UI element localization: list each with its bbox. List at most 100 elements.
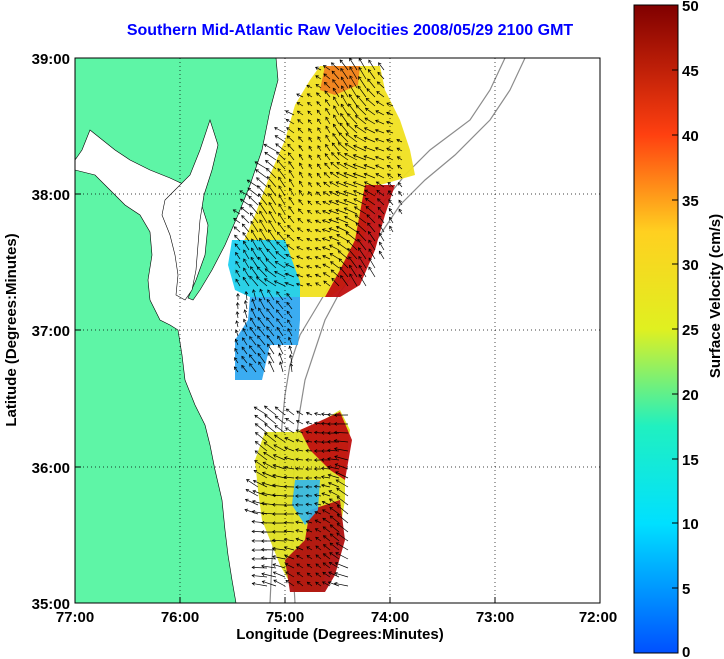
velocity-arrow	[368, 69, 376, 80]
velocity-arrow	[268, 220, 277, 233]
colorbar-tick-label: 40	[682, 128, 699, 145]
velocity-arrow	[289, 354, 293, 364]
velocity-arrow	[335, 200, 349, 206]
velocity-arrow-head	[313, 475, 318, 480]
velocity-arrow-head	[335, 190, 339, 195]
velocity-arrow-head	[296, 102, 301, 106]
velocity-arrow-head	[364, 107, 369, 112]
velocity-arrow	[354, 135, 367, 143]
velocity-arrow-head	[276, 231, 281, 236]
velocity-arrow	[234, 234, 241, 242]
velocity-arrow	[349, 75, 358, 89]
velocity-arrow-head	[235, 311, 240, 315]
velocity-arrow	[241, 356, 248, 364]
velocity-arrow-head	[349, 273, 353, 277]
velocity-arrow	[255, 441, 268, 452]
velocity-arrow	[397, 156, 403, 161]
velocity-arrow-head	[308, 172, 312, 177]
velocity-arrow	[288, 206, 295, 215]
colorbar	[633, 4, 679, 654]
velocity-arrow	[388, 190, 394, 197]
velocity-arrow-head	[314, 219, 319, 224]
velocity-arrow	[285, 571, 295, 578]
velocity-arrow	[337, 514, 349, 524]
colorbar-tick-label: 35	[682, 193, 699, 210]
velocity-arrow	[275, 251, 286, 260]
velocity-arrow-head	[315, 545, 319, 549]
velocity-arrow-head	[322, 553, 327, 557]
velocity-arrow-head	[322, 210, 326, 214]
velocity-arrow	[243, 258, 250, 269]
velocity-arrow-head	[376, 189, 380, 194]
velocity-arrow-head	[263, 405, 268, 410]
velocity-arrow-head	[306, 274, 310, 278]
velocity-arrow	[285, 427, 295, 434]
velocity-arrow-head	[386, 111, 390, 116]
velocity-arrow-head	[274, 135, 279, 139]
velocity-arrow	[336, 217, 349, 224]
velocity-arrow-head	[336, 487, 340, 492]
velocity-arrow	[279, 361, 284, 373]
velocity-arrow-head	[313, 484, 318, 489]
velocity-arrow	[340, 275, 349, 287]
velocity-arrow-head	[268, 229, 272, 233]
velocity-arrow-head	[368, 59, 372, 64]
velocity-arrow	[272, 494, 286, 497]
land-mainland-north	[74, 57, 279, 301]
velocity-arrow-head	[272, 463, 277, 468]
velocity-arrow-head	[251, 499, 256, 504]
velocity-arrow-head	[278, 212, 282, 217]
velocity-arrow	[298, 199, 304, 206]
velocity-arrow	[306, 274, 313, 278]
velocity-arrow-head	[287, 319, 291, 323]
velocity-arrow	[254, 415, 268, 425]
velocity-arrow-head	[346, 239, 350, 244]
velocity-arrow	[285, 254, 295, 260]
velocity-arrow-head	[358, 264, 362, 269]
velocity-arrow-head	[375, 110, 379, 114]
velocity-arrow	[276, 291, 284, 301]
velocity-arrow-head	[317, 118, 321, 123]
velocity-arrow	[340, 68, 349, 80]
velocity-arrow	[365, 107, 376, 116]
velocity-arrow	[379, 233, 385, 242]
velocity-arrow	[333, 105, 340, 116]
velocity-arrow	[334, 440, 349, 443]
velocity-arrow-head	[308, 154, 312, 159]
velocity-arrow	[288, 337, 293, 346]
velocity-arrow-head	[322, 255, 326, 259]
velocity-arrow-head	[295, 429, 300, 433]
velocity-arrow-head	[253, 406, 258, 410]
velocity-arrow-head	[257, 352, 262, 357]
velocity-arrow	[332, 88, 340, 98]
velocity-arrow	[378, 215, 385, 224]
velocity-arrow-head	[307, 209, 311, 214]
velocity-arrow-head	[283, 512, 287, 516]
velocity-arrow-head	[286, 301, 290, 306]
velocity-arrow-head	[260, 530, 265, 534]
velocity-arrow-head	[336, 504, 341, 509]
velocity-arrow-head	[288, 169, 293, 174]
velocity-arrow-head	[320, 449, 325, 453]
velocity-arrow-head	[283, 529, 288, 534]
velocity-arrow-head	[243, 240, 247, 245]
velocity-arrow-head	[378, 223, 382, 228]
velocity-arrow-head	[374, 138, 379, 142]
velocity-arrow	[236, 320, 239, 328]
velocity-arrow	[325, 117, 331, 125]
velocity-arrow-head	[313, 439, 318, 444]
velocity-arrow-head	[284, 272, 289, 277]
velocity-arrow	[308, 137, 313, 143]
velocity-arrow-head	[268, 201, 272, 206]
velocity-arrow	[335, 209, 349, 215]
velocity-arrow-head	[314, 412, 318, 416]
velocity-arrow-head	[284, 281, 289, 286]
velocity-arrow-head	[314, 273, 319, 278]
velocity-arrow	[321, 467, 331, 470]
velocity-arrow-head	[320, 475, 325, 479]
velocity-arrow	[258, 247, 268, 260]
velocity-arrow	[272, 548, 286, 551]
velocity-arrow-head	[266, 308, 270, 312]
velocity-arrow	[235, 279, 241, 287]
velocity-arrow-head	[349, 84, 353, 89]
